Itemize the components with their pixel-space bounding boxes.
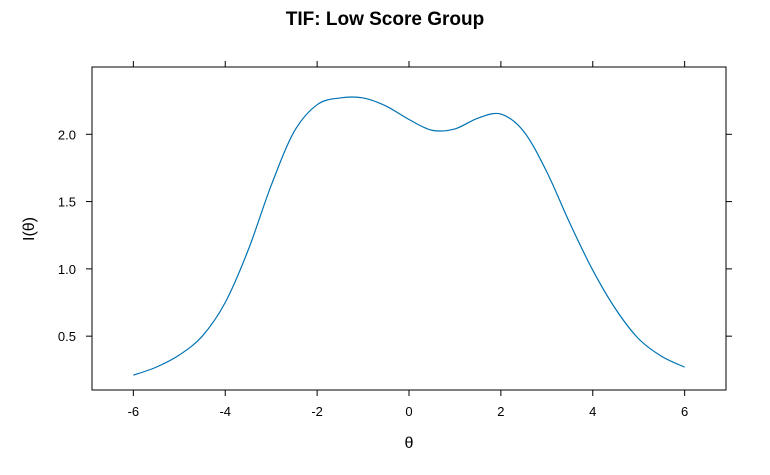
- y-tick-label: 1.0: [58, 262, 76, 277]
- x-axis-top-ticks: [132, 61, 686, 67]
- y-tick-label: 1.5: [58, 195, 76, 210]
- y-axis-left-ticks: 0.5 1.0 1.5 2.0: [58, 127, 92, 344]
- y-axis-label: I(θ): [21, 217, 38, 241]
- x-tick-label: -2: [311, 404, 323, 419]
- x-tick-label: 6: [681, 404, 688, 419]
- y-tick-label: 2.0: [58, 127, 76, 142]
- y-tick-label: 0.5: [58, 329, 76, 344]
- x-tick-label: -4: [219, 404, 231, 419]
- x-axis-bottom-ticks: -6 -4 -2 0 2 4 6: [128, 390, 688, 419]
- x-tick-label: 4: [589, 404, 596, 419]
- x-tick-label: 2: [497, 404, 504, 419]
- x-axis-label: θ: [405, 435, 414, 452]
- series-layer: [133, 96, 685, 376]
- x-tick-label: 0: [405, 404, 412, 419]
- x-tick-label: -6: [128, 404, 140, 419]
- tif-curve: [133, 96, 685, 376]
- plot-frame: [91, 66, 727, 391]
- chart-title: TIF: Low Score Group: [286, 9, 484, 30]
- y-axis-right-ticks: [726, 133, 732, 337]
